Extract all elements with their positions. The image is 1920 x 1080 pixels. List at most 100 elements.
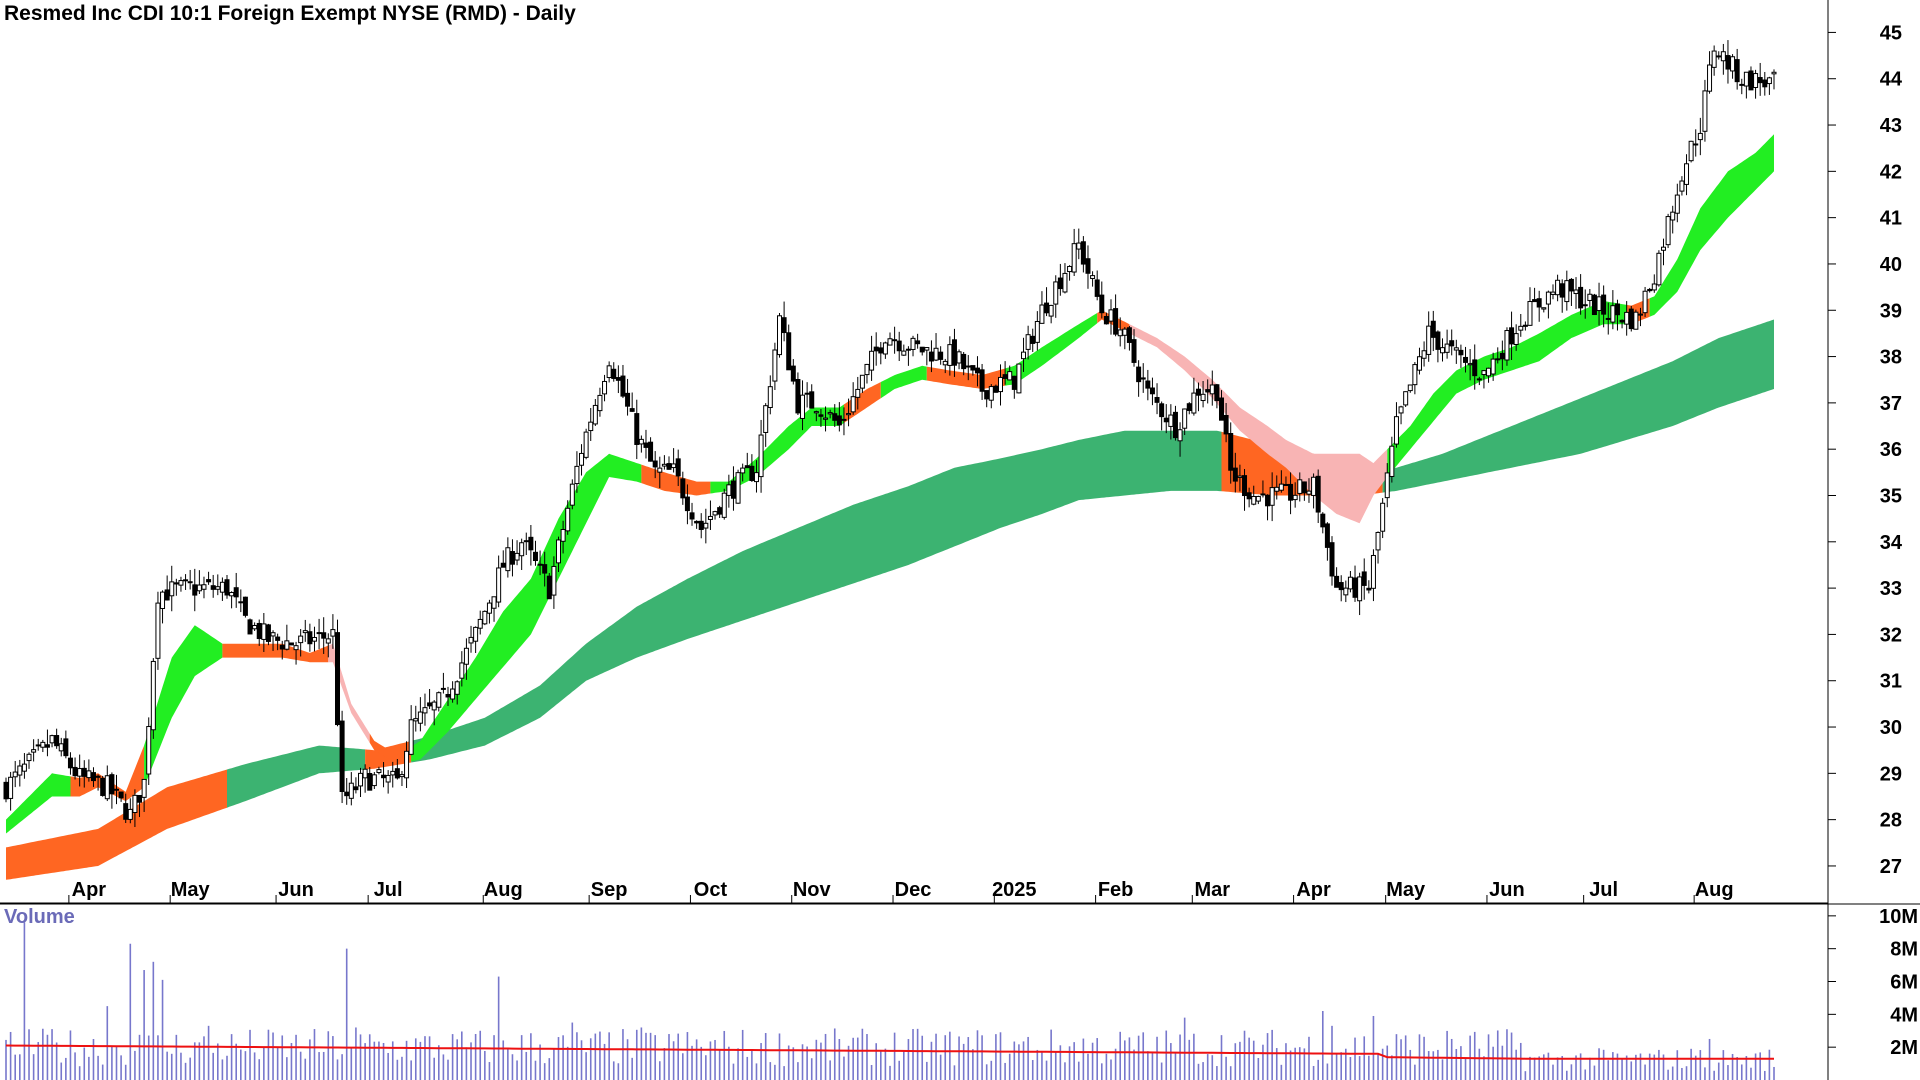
- candle-body-up: [1407, 384, 1413, 392]
- candle-body-up: [298, 635, 304, 644]
- long-band-segment-1: [227, 745, 366, 808]
- candle-201: [928, 340, 934, 373]
- candle-209: [965, 355, 971, 381]
- candle-111: [514, 540, 520, 566]
- candle-127: [588, 407, 594, 441]
- candle-body-down: [1113, 308, 1119, 335]
- candle-214: [988, 384, 994, 409]
- candle-body-down: [1145, 380, 1151, 389]
- candle-body-up: [1034, 321, 1040, 343]
- candle-body-down: [1458, 349, 1464, 356]
- candle-body-down: [1288, 483, 1294, 501]
- candle-body-up: [431, 701, 437, 711]
- candle-body-up: [602, 380, 608, 395]
- candle-5: [26, 752, 32, 769]
- candle-373: [1720, 43, 1726, 75]
- candle-body-down: [873, 346, 879, 352]
- candle-188: [869, 335, 875, 381]
- candle-199: [919, 346, 925, 356]
- candle-body-down: [1725, 55, 1731, 70]
- candle-body-up: [1587, 293, 1593, 301]
- candle-body-up: [565, 507, 571, 532]
- candle-body-up: [302, 630, 308, 634]
- candle-312: [1440, 338, 1445, 362]
- candle-body-down: [744, 465, 750, 469]
- candle-body-down: [1559, 283, 1565, 298]
- candle-body-up: [1766, 77, 1772, 85]
- candle-body-down: [749, 465, 755, 481]
- candle-body-down: [1044, 302, 1050, 314]
- candle-body-down: [54, 735, 60, 747]
- candle-128: [592, 398, 598, 426]
- candle-226: [1044, 287, 1050, 317]
- month-tick-label: May: [1386, 879, 1426, 901]
- candle-89: [413, 705, 419, 732]
- long-term-moving-average-band: [6, 319, 1774, 880]
- candle-341: [1573, 277, 1579, 309]
- candle-9: [44, 729, 50, 757]
- candle-body-up: [468, 636, 474, 644]
- candle-body-down: [1223, 415, 1229, 435]
- candle-239: [1103, 312, 1109, 325]
- volume-tick-label: 4M: [1890, 1004, 1918, 1026]
- candle-319: [1472, 344, 1478, 390]
- candle-body-up: [1117, 329, 1123, 337]
- candle-241: [1113, 294, 1119, 337]
- candle-body-up: [1403, 391, 1409, 406]
- candle-298: [1375, 531, 1381, 564]
- price-tick-label: 38: [1880, 347, 1902, 369]
- candle-348: [1605, 302, 1611, 335]
- candle-body-up: [486, 602, 492, 614]
- candle-210: [970, 365, 976, 376]
- candle-body-up: [252, 625, 258, 630]
- candle-276: [1274, 475, 1280, 500]
- candle-328: [1513, 324, 1519, 351]
- candle-body-up: [560, 529, 566, 542]
- short-band-segment-2: [144, 625, 223, 788]
- candle-132: [611, 362, 617, 382]
- candle-body-down: [841, 418, 847, 421]
- candle-body-down: [951, 339, 957, 366]
- candle-242: [1117, 317, 1123, 347]
- candle-body-up: [1278, 483, 1284, 491]
- candle-body-down: [1163, 417, 1169, 423]
- candle-body-up: [1541, 307, 1547, 310]
- candle-4: [21, 753, 27, 779]
- candle-body-up: [1596, 296, 1602, 312]
- candle-343: [1582, 289, 1588, 319]
- candle-48: [224, 575, 230, 599]
- candle-203: [938, 346, 944, 365]
- candle-body-up: [169, 581, 175, 597]
- candle-351: [1619, 319, 1625, 329]
- candle-308: [1421, 341, 1427, 367]
- candle-347: [1601, 285, 1607, 328]
- candle-body-down: [1628, 308, 1634, 330]
- candle-body-down: [629, 408, 635, 412]
- candle-24: [114, 774, 119, 805]
- candle-body-down: [1131, 339, 1137, 363]
- candle-body-up: [1025, 334, 1031, 350]
- candle-148: [684, 484, 690, 525]
- month-tick-label: Nov: [793, 879, 832, 901]
- candle-body-down: [275, 636, 281, 641]
- price-tick-label: 29: [1880, 763, 1902, 785]
- candle-92: [427, 689, 433, 709]
- candle-332: [1532, 287, 1538, 303]
- candle-146: [675, 449, 681, 487]
- candle-body-up: [1347, 576, 1353, 590]
- candle-body-down: [1509, 327, 1515, 345]
- volume-moving-average: [5, 1044, 1774, 1060]
- candle-body-down: [546, 575, 552, 600]
- candle-306: [1412, 362, 1418, 395]
- candle-body-up: [551, 565, 557, 596]
- month-tick-label: Mar: [1195, 879, 1231, 901]
- candle-74: [344, 778, 350, 805]
- candle-body-down: [173, 582, 179, 585]
- candle-body-down: [394, 768, 400, 779]
- candle-112: [519, 538, 525, 571]
- candle-body-down: [818, 414, 824, 417]
- candle-body-up: [1661, 246, 1666, 251]
- candle-body-up: [21, 763, 27, 772]
- candle-body-up: [1440, 347, 1445, 354]
- candle-body-up: [988, 386, 994, 401]
